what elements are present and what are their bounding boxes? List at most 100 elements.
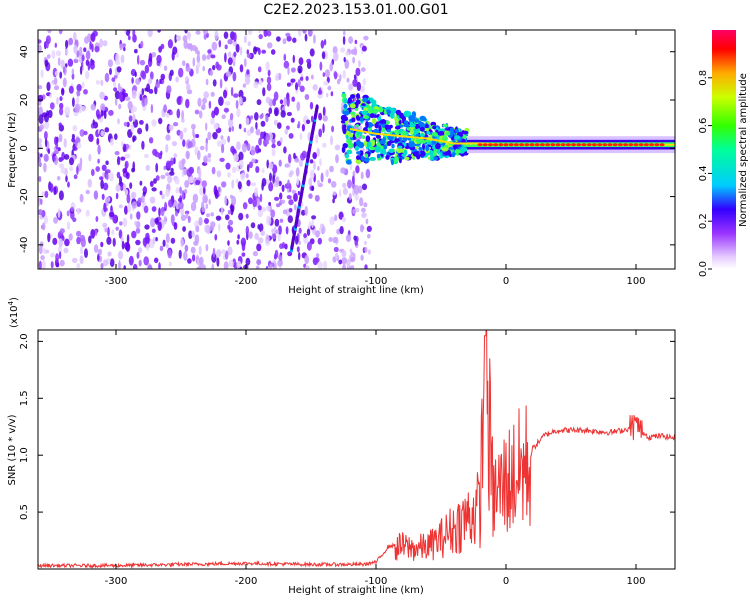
spectrogram-noise-cell bbox=[173, 153, 178, 158]
colorbar-tick-label: 0.8 bbox=[698, 70, 709, 86]
spectrogram-noise-cell bbox=[124, 30, 127, 34]
spectrogram-noise-cell bbox=[346, 77, 350, 83]
spectrogram-noise-cell bbox=[111, 77, 116, 82]
spectrogram-noise-cell bbox=[125, 96, 131, 102]
spectrogram-noise-cell bbox=[272, 164, 278, 174]
spectrogram-noise-cell bbox=[253, 81, 259, 89]
spectrogram-noise-cell bbox=[63, 154, 70, 160]
spectrogram-noise-cell bbox=[138, 259, 142, 267]
spectrogram-noise-cell bbox=[342, 182, 347, 188]
spectrogram-noise-cell bbox=[146, 243, 150, 251]
snr-x-tick-label: 0 bbox=[503, 576, 509, 587]
spectrogram-noise-cell bbox=[228, 259, 234, 268]
spectrogram-noise-cell bbox=[306, 241, 312, 251]
spectrogram-transition-cell bbox=[379, 139, 386, 145]
spectrogram-noise-cell bbox=[168, 199, 174, 208]
spectrogram-noise-cell bbox=[169, 69, 174, 77]
spectrogram-transition-cell bbox=[431, 140, 437, 145]
spectrogram-noise-cell bbox=[250, 182, 257, 187]
spectrogram-noise-cell bbox=[271, 228, 274, 234]
spectrogram-noise-cell bbox=[205, 142, 208, 153]
spectrogram-noise-cell bbox=[212, 247, 216, 258]
spectrogram-noise-cell bbox=[99, 38, 103, 48]
spectrogram-noise-cell bbox=[141, 88, 145, 96]
spectrogram-noise-cell bbox=[232, 39, 238, 47]
spectrogram-noise-cell bbox=[87, 60, 91, 71]
spectrogram-noise-cell bbox=[54, 42, 57, 48]
spectrogram-noise-cell bbox=[149, 180, 154, 187]
spectrogram-noise-cell bbox=[290, 78, 296, 83]
spectrogram-noise-cell bbox=[43, 153, 49, 162]
spectrogram-noise-cell bbox=[340, 167, 346, 174]
spectrogram-noise-cell bbox=[139, 180, 143, 186]
spectrogram-x-tick-label: 100 bbox=[626, 276, 645, 287]
spectrogram-transition-cell bbox=[376, 153, 381, 159]
spectrogram-noise-cell bbox=[321, 225, 326, 234]
spectrogram-noise-cell bbox=[211, 41, 218, 51]
spectrogram-noise-cell bbox=[38, 209, 43, 216]
spectrogram-noise-cell bbox=[272, 98, 277, 107]
spectrogram-transition-cell bbox=[346, 150, 353, 155]
spectrogram-noise-cell bbox=[342, 187, 348, 195]
spectrogram-noise-cell bbox=[268, 201, 271, 207]
spectrogram-noise-cell bbox=[238, 151, 244, 161]
spectrogram-noise-cell bbox=[112, 81, 117, 87]
spectrogram-noise-cell bbox=[155, 237, 158, 242]
spectrogram-noise-cell bbox=[240, 172, 246, 181]
spectrogram-noise-cell bbox=[255, 121, 258, 130]
spectrogram-noise-cell bbox=[322, 115, 328, 122]
spectrogram-noise-cell bbox=[59, 107, 64, 116]
spectrogram-noise-cell bbox=[203, 186, 206, 195]
spectrogram-noise-cell bbox=[304, 205, 308, 216]
spectrogram-noise-cell bbox=[124, 241, 130, 251]
spectrogram-noise-cell bbox=[175, 76, 179, 83]
spectrogram-noise-cell bbox=[53, 186, 57, 196]
spectrogram-noise-cell bbox=[333, 52, 339, 62]
spectrogram-noise-cell bbox=[151, 119, 157, 127]
spectrogram-noise-cell bbox=[38, 39, 42, 44]
spectrogram-noise-cell bbox=[261, 49, 267, 54]
spectrogram-noise-cell bbox=[197, 150, 201, 161]
spectrogram-noise-cell bbox=[354, 39, 358, 45]
spectrogram-noise-cell bbox=[144, 224, 150, 230]
spectrogram-noise-cell bbox=[262, 87, 266, 97]
spectrogram-noise-cell bbox=[100, 179, 104, 190]
spectrogram-transition-cell bbox=[425, 124, 429, 129]
spectrogram-noise-cell bbox=[267, 69, 271, 77]
spectrogram-noise-cell bbox=[56, 96, 59, 105]
spectrogram-transition-cell bbox=[421, 117, 427, 122]
spectrogram-noise-cell bbox=[44, 59, 49, 67]
spectrogram-noise-cell bbox=[183, 40, 188, 49]
spectrogram-noise-cell bbox=[191, 230, 195, 238]
spectrogram-transition-cell bbox=[351, 117, 356, 123]
tone-peak-cell bbox=[524, 143, 530, 147]
spectrogram-transition-cell bbox=[385, 154, 390, 160]
spectrogram-noise-cell bbox=[72, 125, 78, 132]
spectrogram-noise-cell bbox=[233, 32, 237, 42]
spectrogram-noise-cell bbox=[305, 76, 309, 81]
spectrogram-noise-cell bbox=[227, 210, 232, 215]
spectrogram-noise-cell bbox=[211, 252, 217, 263]
spectrogram-noise-cell bbox=[79, 234, 86, 242]
spectrogram-noise-cell bbox=[288, 133, 294, 139]
tone-peak-cell bbox=[638, 143, 644, 147]
spectrogram-noise-cell bbox=[67, 58, 74, 67]
spectrogram-noise-cell bbox=[116, 171, 121, 179]
spectrogram-noise-cell bbox=[261, 207, 267, 213]
spectrogram-noise-cell bbox=[250, 222, 256, 229]
spectrogram-noise-cell bbox=[156, 54, 162, 64]
spectrogram-noise-cell bbox=[205, 203, 209, 209]
spectrogram-noise-cell bbox=[200, 104, 206, 111]
spectrogram-transition-cell bbox=[418, 150, 426, 157]
spectrogram-noise-cell bbox=[58, 251, 62, 260]
snr-x-tick-label: -200 bbox=[235, 576, 258, 587]
spectrogram-noise-cell bbox=[245, 173, 249, 179]
spectrogram-noise-cell bbox=[58, 245, 62, 255]
tone-peak-cell bbox=[612, 143, 618, 147]
spectrogram-noise-cell bbox=[360, 67, 366, 72]
spectrogram-noise-cell bbox=[248, 161, 253, 169]
spectrogram-transition-cell bbox=[371, 118, 377, 124]
spectrogram-noise-cell bbox=[62, 77, 67, 88]
spectrogram-noise-cell bbox=[248, 231, 253, 239]
